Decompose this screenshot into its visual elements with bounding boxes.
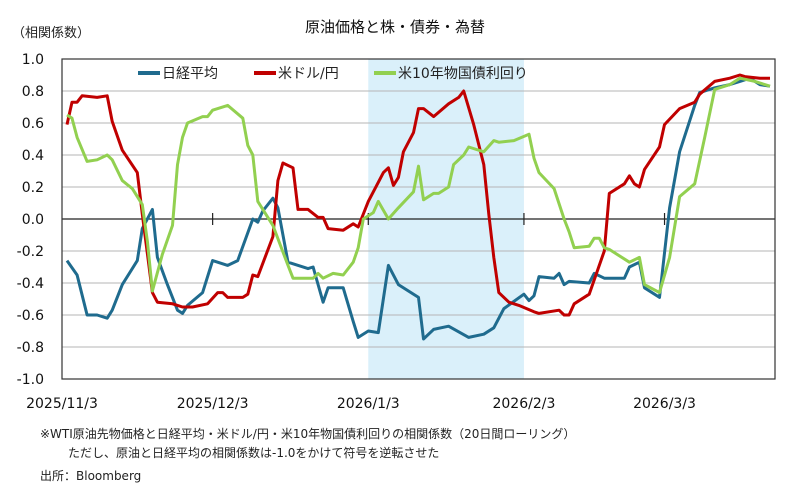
y-tick-label: -0.6 [17,308,44,324]
y-tick-label: 0.6 [22,116,44,132]
x-tick-label: 2026/1/3 [337,396,400,412]
legend-label: 米10年物国債利回り [398,66,528,82]
x-tick-label: 2026/2/3 [492,396,555,412]
footnote-sign-reversal: ただし、原油と日経平均の相関係数は-1.0をかけて符号を逆転させた [68,446,440,460]
y-tick-label: 0.0 [22,212,44,228]
x-tick-label: 2025/11/3 [26,396,98,412]
y-axis-label: （相関係数） [12,26,90,41]
y-tick-label: -0.2 [17,244,44,260]
y-tick-label: 0.2 [22,180,44,196]
correlation-chart: 原油価格と株・債券・為替 （相関係数） 1.0 0.8 0.6 0.4 0.2 0.0 -0.2… [12,18,776,412]
footnote-definition: ※WTI原油先物価格と日経平均・米ドル/円・米10年物国債利回りの相関係数（20… [40,427,576,441]
source-note: 出所：Bloomberg [40,469,142,483]
x-tick-label: 2026/3/3 [633,396,696,412]
y-tick-label: -0.8 [17,340,44,356]
y-tick-label: 0.8 [22,84,44,100]
y-tick-label: 0.4 [22,148,44,164]
series-line [66,76,771,295]
legend-label: 日経平均 [162,66,218,82]
y-tick-label: 1.0 [22,52,44,68]
chart-title: 原油価格と株・債券・為替 [305,18,485,36]
series-line [65,73,770,317]
x-tick-label: 2025/12/3 [177,396,249,412]
y-tick-label: -1.0 [17,372,44,388]
legend-label: 米ドル/円 [278,66,339,82]
plot-area-border [61,58,776,380]
y-tick-label: -0.4 [17,276,44,292]
